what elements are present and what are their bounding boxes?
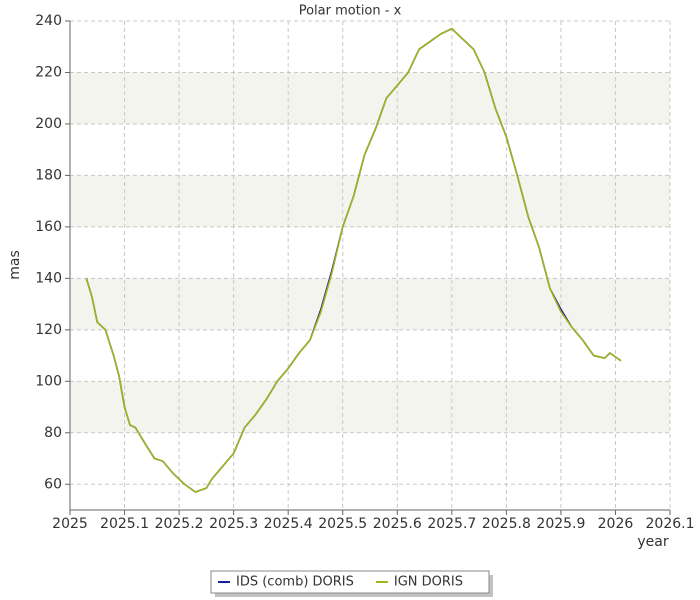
x-tick-label: 2025.7: [427, 516, 476, 532]
x-tick-label: 2025.8: [482, 516, 531, 532]
grid-band: [70, 381, 670, 433]
y-tick-label: 220: [35, 64, 62, 80]
x-tick-label: 2025.2: [155, 516, 204, 532]
x-axis-label: year: [637, 534, 668, 550]
y-tick-label: 100: [35, 373, 62, 389]
y-tick-label: 180: [35, 167, 62, 183]
x-tick-label: 2025.3: [209, 516, 258, 532]
legend-box: [210, 570, 490, 594]
x-tick-label: 2025.9: [536, 516, 585, 532]
y-tick-label: 60: [44, 476, 62, 492]
x-tick-label: 2025.5: [318, 516, 367, 532]
chart-title: Polar motion - x: [299, 4, 402, 19]
legend-label: IDS (comb) DORIS: [236, 575, 354, 590]
y-tick-label: 160: [35, 219, 62, 235]
grid-band: [70, 72, 670, 124]
y-tick-label: 200: [35, 116, 62, 132]
x-tick-label: 2025: [52, 516, 88, 532]
x-tick-label: 2025.4: [264, 516, 313, 532]
x-tick-label: 2026.1: [646, 516, 695, 532]
y-tick-label: 140: [35, 270, 62, 286]
grid-band: [70, 175, 670, 227]
y-tick-label: 80: [44, 425, 62, 441]
series-line: [85, 27, 622, 493]
y-tick-label: 240: [35, 13, 62, 29]
y-axis-label: mas: [7, 250, 23, 280]
grid-band: [70, 278, 670, 330]
legend: IDS (comb) DORIS IGN DORIS: [210, 570, 493, 597]
legend-label: IGN DORIS: [394, 575, 463, 590]
y-tick-label: 120: [35, 322, 62, 338]
x-tick-label: 2025.6: [373, 516, 422, 532]
x-tick-label: 2026: [598, 516, 634, 532]
x-tick-label: 2025.1: [100, 516, 149, 532]
